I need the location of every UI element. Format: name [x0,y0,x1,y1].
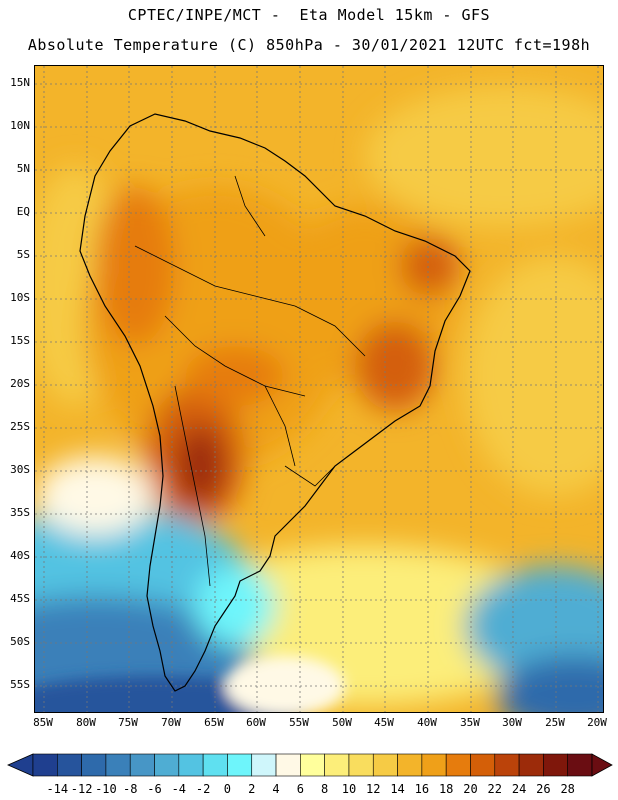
colorbar-tick-label: 2 [248,782,256,796]
lat-label: 55S [10,678,30,691]
colorbar-tick-label: 10 [341,782,357,796]
lat-label: 50S [10,635,30,648]
colorbar-swatch [57,753,82,777]
colorbar-tick-label: 8 [321,782,329,796]
colorbar-swatch [300,753,325,777]
colorbar-swatch [397,753,423,777]
lon-label: 80W [76,716,96,729]
colorbar-tick-label: 16 [414,782,430,796]
lat-label: 35S [10,506,30,519]
colorbar-swatch [129,753,155,777]
lon-label: 65W [204,716,224,729]
colorbar-swatch [275,753,301,777]
colorbar-swatch [202,753,228,777]
lat-label: 45S [10,592,30,605]
temperature-map [34,65,604,713]
colorbar-tick-label: 6 [296,782,304,796]
colorbar-tick-label: -4 [171,782,187,796]
colorbar-tick-label: 22 [487,782,502,796]
colorbar-swatch [543,753,568,777]
colorbar-tick-label: 28 [560,782,575,796]
lon-label: 55W [289,716,309,729]
colorbar-tick-label: 12 [366,782,381,796]
colorbar-tick-label: -8 [122,782,138,796]
colorbar-swatch [372,753,398,777]
colorbar-tick-label: 18 [438,782,454,796]
colorbar-swatch [470,753,496,777]
lon-label: 20W [587,716,607,729]
colorbar-swatch [105,753,131,777]
colorbar-swatch [81,753,107,777]
colorbar-tick-label: -6 [147,782,162,796]
lat-label: 5N [16,162,30,175]
colorbar-arrow-high [591,753,613,777]
lat-label: 15N [10,76,30,89]
colorbar-tick-label: 4 [272,782,280,796]
lon-label: 85W [33,716,53,729]
colorbar-swatch [154,753,180,777]
colorbar-tick-label: -14 [46,782,69,796]
colorbar-tick-label: 24 [511,782,527,796]
colorbar-swatch [32,753,58,777]
colorbar-tick-label: 0 [223,782,232,796]
temperature-colorbar [7,753,613,777]
lat-label: 5S [16,248,30,261]
colorbar-swatch [421,753,447,777]
lon-label: 45W [374,716,394,729]
colorbar-tick-label: -2 [195,782,211,796]
map-title-line2: Absolute Temperature (C) 850hPa - 30/01/… [27,36,591,54]
colorbar-swatch [567,753,593,777]
lat-label: 10S [10,291,30,304]
colorbar-tick-label: -10 [95,782,117,796]
colorbar-swatch [445,753,471,777]
colorbar-tick-label: -12 [70,782,93,796]
country-borders [134,175,366,587]
lon-label: 70W [161,716,181,729]
colorbar-swatch [178,753,204,777]
colorbar-swatch [227,753,253,777]
lon-label: 40W [417,716,437,729]
lat-label: 25S [10,420,30,433]
lon-label: 30W [502,716,522,729]
south-america-coastline [79,113,471,692]
colorbar-swatch [348,753,374,777]
graticule [35,66,603,712]
lon-label: 25W [545,716,565,729]
colorbar-swatch [494,753,520,777]
lon-label: 60W [246,716,266,729]
lat-label: 20S [10,377,30,390]
colorbar-swatch [518,753,544,777]
map-title-line1: CPTEC/INPE/MCT - Eta Model 15km - GFS [127,6,491,24]
colorbar-tick-label: 26 [536,782,551,796]
lon-label: 75W [118,716,138,729]
lat-label: 10N [10,119,30,132]
lon-label: 50W [332,716,352,729]
colorbar-swatch [251,753,277,777]
colorbar-tick-label: 14 [390,782,405,796]
colorbar-swatch [324,753,350,777]
map-canvas [35,66,603,712]
lat-label: 40S [10,549,30,562]
lat-label: 15S [10,334,30,347]
lon-label: 35W [460,716,480,729]
lat-label: EQ [16,205,30,218]
lat-label: 30S [10,463,30,476]
colorbar-tick-label: 20 [463,782,478,796]
colorbar-arrow-low [7,753,34,777]
